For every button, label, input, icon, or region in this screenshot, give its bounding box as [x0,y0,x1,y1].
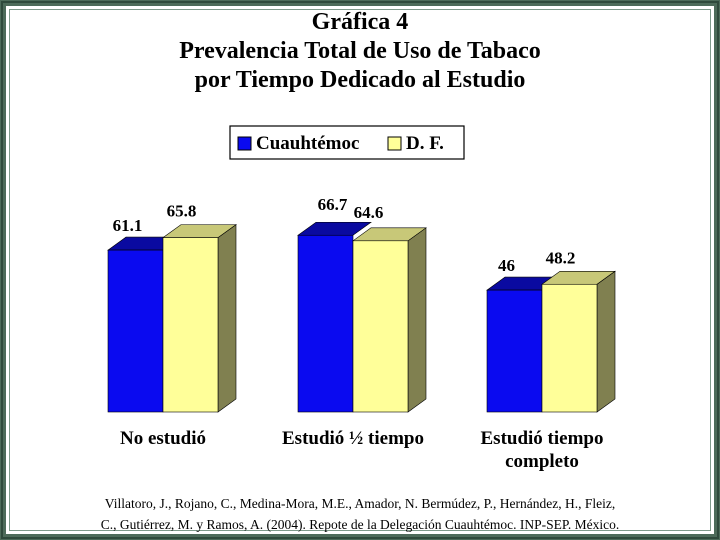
citation-line-2: C., Gutiérrez, M. y Ramos, A. (2004). Re… [100,517,620,532]
bar-front-face [162,237,219,413]
data-label: 66.7 [318,195,348,214]
bar-group-2: 66.7 64.6 Estudió ½ tiempo [282,195,427,449]
title-line-3: por Tiempo Dedicado al Estudio [194,67,526,93]
legend-label-1: Cuauhtémoc [256,133,359,154]
slide-inner-frame [9,9,711,531]
bar-front-face [486,289,543,413]
bar-front-face [541,283,598,413]
legend-label-2: D. F. [406,133,444,154]
title-line-2: Prevalencia Total de Uso de Tabaco [179,38,541,64]
citation: Villatoro, J., Rojano, C., Medina-Mora, … [30,493,690,535]
bar-side-face [217,224,237,413]
category-label: Estudió tiempo [481,428,604,449]
bar-side-face [596,270,616,413]
data-label: 48.2 [546,248,576,267]
bar-group-1: 61.1 65.8 No estudió [107,202,237,449]
data-label: 61.1 [113,216,143,235]
bar-cuauhtemoc-2 [297,221,372,413]
bar-df-1 [162,224,237,413]
bar-cuauhtemoc-3 [486,276,561,413]
data-label: 46 [498,256,515,275]
data-label: 65.8 [167,202,197,221]
category-label: completo [505,451,579,472]
citation-line-1: Villatoro, J., Rojano, C., Medina-Mora, … [104,496,616,511]
data-label: 64.6 [354,203,384,222]
bar-top-face [297,221,372,236]
legend-swatch-1 [237,136,252,151]
bar-df-2 [352,227,427,413]
chart-title: Gráfica 4 Prevalencia Total de Uso de Ta… [0,8,720,95]
category-label: No estudió [120,428,206,449]
legend-swatch-2 [387,136,402,151]
bar-side-face [407,227,427,413]
bar-front-face [352,240,409,413]
title-line-1: Gráfica 4 [311,9,409,35]
bar-front-face [297,234,354,413]
bar-df-3 [541,270,616,413]
category-label: Estudió ½ tiempo [282,428,424,449]
legend-box [229,125,465,160]
legend: Cuauhtémoc D. F. [229,125,465,160]
bar-front-face [107,249,164,413]
